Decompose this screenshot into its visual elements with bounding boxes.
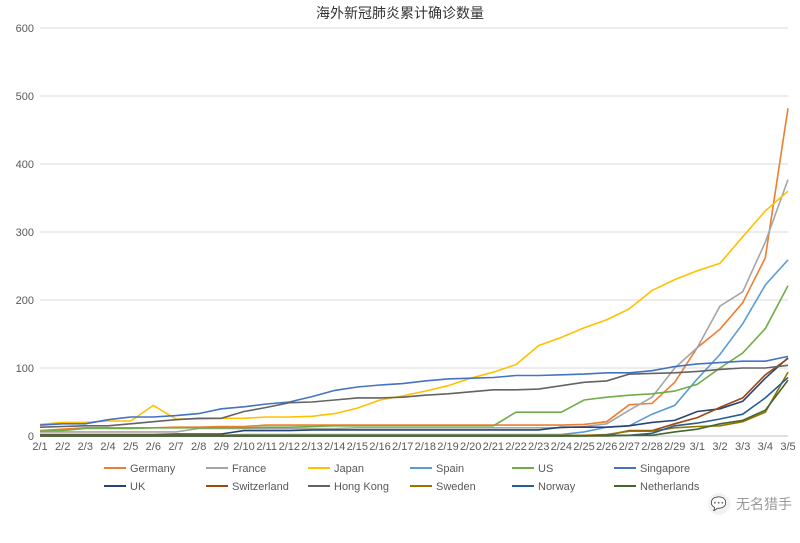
x-tick-label: 2/23 [528,441,549,453]
chart-title: 海外新冠肺炎累计确诊数量 [316,5,484,21]
series-line [40,286,788,432]
x-tick-label: 2/10 [233,441,254,453]
x-tick-label: 2/1 [32,441,47,453]
series-line [40,260,788,435]
legend-label: Germany [130,463,176,475]
x-tick-label: 2/26 [596,441,617,453]
y-tick-label: 400 [16,159,34,171]
legend-label: Spain [436,463,464,475]
y-tick-label: 300 [16,227,34,239]
x-tick-label: 2/16 [369,441,390,453]
x-tick-label: 2/3 [78,441,93,453]
x-tick-label: 2/28 [641,441,662,453]
legend-label: Japan [334,463,364,475]
legend-label: Hong Kong [334,481,389,493]
x-tick-label: 3/5 [780,441,795,453]
x-tick-label: 2/17 [392,441,413,453]
covid-line-chart: 01002003004005006002/12/22/32/42/52/62/7… [0,0,800,543]
x-tick-label: 2/11 [256,441,277,453]
x-tick-label: 3/2 [712,441,727,453]
y-tick-label: 600 [16,23,34,35]
x-tick-label: 3/3 [735,441,750,453]
x-tick-label: 2/6 [146,441,161,453]
x-tick-label: 2/8 [191,441,206,453]
x-tick-label: 2/7 [168,441,183,453]
x-tick-label: 2/25 [573,441,594,453]
legend-label: US [538,463,553,475]
x-tick-label: 2/4 [100,441,115,453]
legend-label: France [232,463,266,475]
legend-label: Netherlands [640,481,700,493]
x-tick-label: 3/4 [758,441,773,453]
x-tick-label: 2/12 [279,441,300,453]
legend-label: Sweden [436,481,476,493]
x-tick-label: 2/2 [55,441,70,453]
y-tick-label: 100 [16,363,34,375]
x-tick-label: 2/15 [347,441,368,453]
x-tick-label: 2/20 [460,441,481,453]
legend-label: Norway [538,481,576,493]
x-tick-label: 2/22 [505,441,526,453]
x-tick-label: 2/29 [664,441,685,453]
x-tick-label: 2/19 [437,441,458,453]
x-tick-label: 2/5 [123,441,138,453]
legend-label: Singapore [640,463,690,475]
y-tick-label: 200 [16,295,34,307]
series-line [40,191,788,424]
x-tick-label: 2/27 [619,441,640,453]
legend-label: UK [130,481,146,493]
series-line [40,365,788,427]
x-tick-label: 2/24 [551,441,572,453]
x-tick-label: 3/1 [690,441,705,453]
x-tick-label: 2/21 [483,441,504,453]
x-tick-label: 2/14 [324,441,345,453]
legend-label: Switzerland [232,481,289,493]
x-tick-label: 2/9 [214,441,229,453]
x-tick-label: 2/13 [301,441,322,453]
y-tick-label: 500 [16,91,34,103]
x-tick-label: 2/18 [415,441,436,453]
